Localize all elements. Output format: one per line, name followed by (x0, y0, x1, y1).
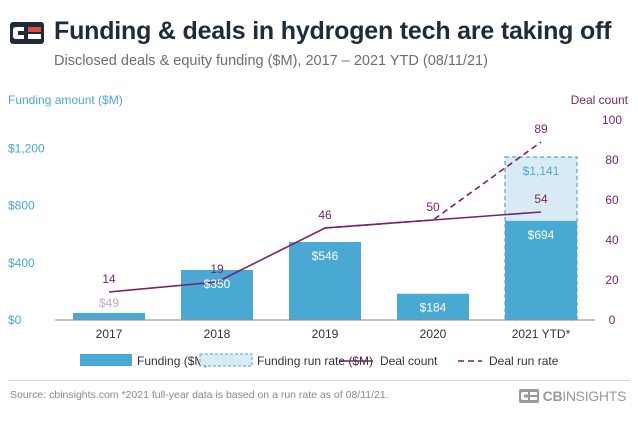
funding-value-label: $546 (312, 249, 339, 263)
left-tick-label: $0 (8, 313, 22, 327)
chart-svg: Funding amount ($M) Deal count $0 $400 $800 $… (8, 93, 629, 368)
funding-value-label: $184 (420, 301, 447, 315)
funding-bar (289, 242, 361, 320)
right-tick-label: 100 (602, 113, 622, 127)
cb-insights-logo-icon (10, 22, 44, 44)
category-label: 2021 YTD* (512, 327, 571, 341)
left-tick-label: $400 (8, 256, 35, 270)
funding-bar (505, 220, 577, 320)
deal-count-label: 54 (534, 192, 548, 206)
footer: Source: cbinsights.com *2021 full-year d… (0, 380, 638, 429)
funding-bar (181, 270, 253, 320)
legend-label-run-rate: Funding run rate ($M) (257, 354, 373, 368)
left-tick-label: $800 (8, 199, 35, 213)
right-axis-title: Deal count (571, 93, 629, 107)
deal-count-line (108, 211, 542, 293)
funding-value-label: $49 (99, 296, 119, 310)
chart-title: Funding & deals in hydrogen tech are tak… (54, 17, 612, 45)
legend-swatch-run-rate (199, 353, 253, 367)
source-note: Source: cbinsights.com *2021 full-year d… (10, 389, 389, 401)
brand-logo: CBINSIGHTS (518, 387, 627, 405)
legend-label-deal-count: Deal count (380, 354, 438, 368)
chart-area: Funding amount ($M) Deal count $0 $400 $800 $… (0, 80, 638, 380)
deal-count-label: 50 (426, 200, 440, 214)
funding-bar (397, 293, 469, 320)
cb-insights-mark-icon (518, 389, 539, 403)
run-rate-value-label: $1,141 (523, 164, 560, 178)
right-tick-label: 20 (605, 273, 619, 287)
funding-value-label: $350 (204, 277, 231, 291)
brand-text: CBINSIGHTS (542, 388, 627, 404)
right-tick-label: 40 (605, 233, 619, 247)
legend-label-funding: Funding ($M) (137, 354, 208, 368)
left-tick-label: $1,200 (8, 142, 45, 156)
category-label: 2020 (420, 327, 447, 341)
deal-count-label: 19 (210, 262, 224, 276)
funding-value-label: $694 (528, 228, 555, 242)
chart-subtitle: Disclosed deals & equity funding ($M), 2… (54, 53, 488, 69)
category-label: 2019 (312, 327, 339, 341)
deal-run-rate-label: 89 (534, 122, 548, 136)
left-axis-title: Funding amount ($M) (8, 93, 123, 107)
right-tick-label: 80 (605, 153, 619, 167)
legend-swatch-funding (80, 354, 132, 366)
deal-count-label: 46 (318, 208, 332, 222)
right-tick-label: 0 (609, 313, 616, 327)
category-label: 2017 (96, 327, 123, 341)
legend-label-deal-run-rate: Deal run rate (489, 354, 559, 368)
deal-count-label: 14 (102, 272, 116, 286)
funding-bar (73, 313, 145, 320)
footer-divider (8, 380, 630, 381)
category-label: 2018 (204, 327, 231, 341)
right-tick-label: 60 (605, 193, 619, 207)
header: Funding & deals in hydrogen tech are tak… (10, 6, 630, 76)
